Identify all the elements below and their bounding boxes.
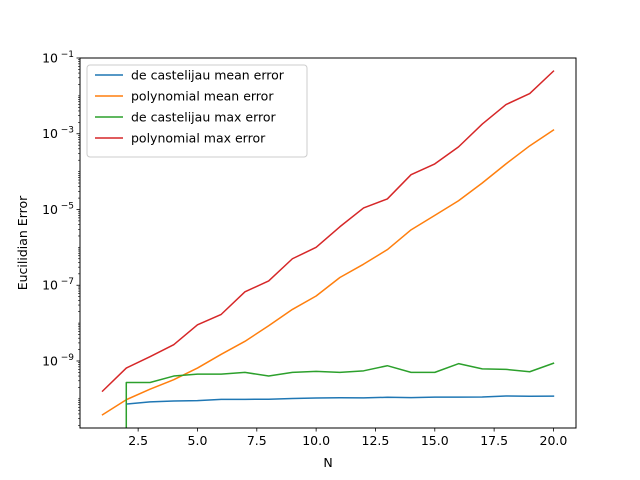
series-line-1 [125, 395, 555, 405]
plot-area [101, 70, 555, 428]
x-tick-label: 10.0 [302, 433, 330, 448]
x-tick-label: 7.5 [247, 433, 267, 448]
y-tick-exponent: −1 [61, 50, 74, 60]
series-line-2 [101, 129, 555, 416]
y-tick-label: 10 [42, 51, 58, 66]
series-line-4 [101, 70, 555, 393]
y-tick-exponent: −7 [61, 277, 74, 287]
x-tick-label: 5.0 [188, 433, 208, 448]
legend-label: polynomial mean error [131, 89, 274, 104]
x-axis: 2.5 5.0 7.5 10.0 12.5 15.0 17.5 20.0 [128, 428, 567, 448]
plot-frame [79, 57, 577, 429]
legend-label: de castelijau max error [131, 110, 277, 125]
legend-label: polynomial max error [131, 131, 266, 146]
y-tick-label: 10 [42, 126, 58, 141]
legend-label: de castelijau mean error [131, 68, 285, 83]
y-tick-exponent: −3 [61, 126, 74, 136]
x-tick-label: 15.0 [421, 433, 449, 448]
legend-box [86, 64, 308, 158]
y-tick-label: 10 [42, 353, 58, 368]
y-tick-label: 10 [42, 202, 58, 217]
y-axis-label: Eucilidian Error [15, 195, 30, 290]
x-tick-label: 2.5 [128, 433, 148, 448]
legend: de castelijau mean error polynomial mean … [86, 64, 308, 158]
y-tick-exponent: −5 [61, 201, 74, 211]
x-tick-label: 12.5 [362, 433, 390, 448]
x-tick-label: 20.0 [540, 433, 568, 448]
series-line-3 [125, 362, 555, 428]
y-tick-label: 10 [42, 278, 58, 293]
x-axis-label: N [323, 455, 332, 470]
y-tick-exponent: −9 [61, 353, 75, 363]
y-axis: 10−910−710−510−310−1 [42, 50, 80, 426]
x-tick-label: 17.5 [480, 433, 508, 448]
